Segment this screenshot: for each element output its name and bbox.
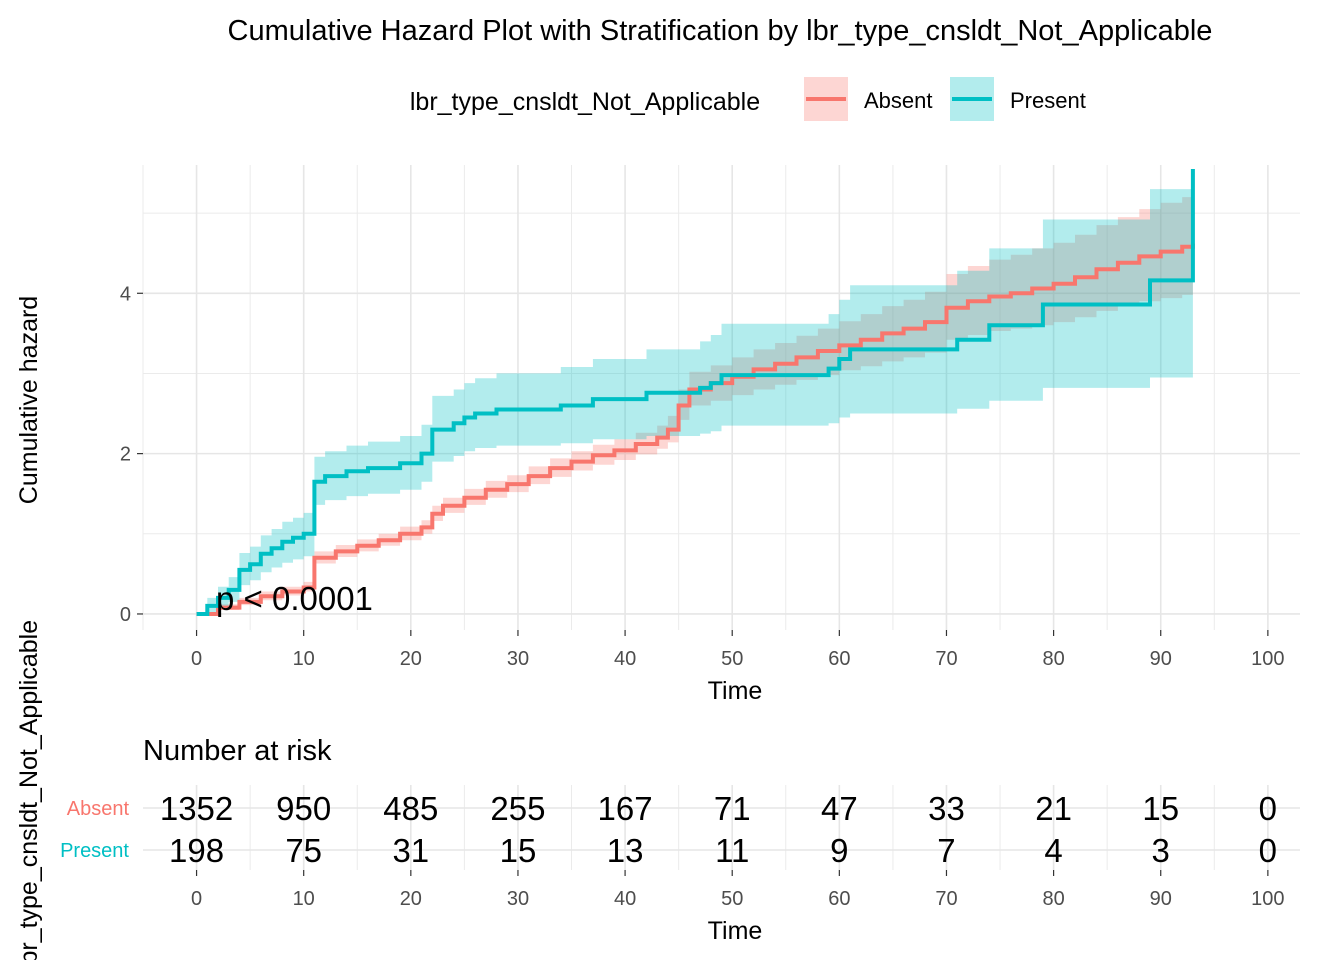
x-tick-label: 50 xyxy=(721,648,743,670)
risk-cell: 33 xyxy=(928,790,965,827)
risk-x-tick-label: 100 xyxy=(1251,888,1284,910)
risk-table-title: Number at risk xyxy=(143,735,332,767)
x-axis-label: Time xyxy=(708,677,763,705)
x-tick-label: 30 xyxy=(507,648,529,670)
risk-x-tick-label: 60 xyxy=(828,888,850,910)
risk-cell: 7 xyxy=(937,832,955,869)
risk-x-tick-label: 0 xyxy=(191,888,202,910)
risk-table-y-label: lbr_type_cnsldt_Not_Applicable xyxy=(15,620,43,960)
risk-x-tick-label: 80 xyxy=(1042,888,1064,910)
risk-cell: 255 xyxy=(490,790,545,827)
x-tick-label: 80 xyxy=(1042,648,1064,670)
hazard-line-absent xyxy=(196,243,1195,616)
risk-cell: 71 xyxy=(714,790,751,827)
risk-cell: 15 xyxy=(1142,790,1179,827)
x-tick-label: 40 xyxy=(614,648,636,670)
x-tick-label: 70 xyxy=(935,648,957,670)
risk-cell: 13 xyxy=(607,832,644,869)
risk-x-tick-label: 10 xyxy=(293,888,315,910)
risk-x-tick-label: 40 xyxy=(614,888,636,910)
risk-cell: 9 xyxy=(830,832,848,869)
main-axes: 0 10 20 30 40 50 60 70 80 90 100 0 2 4 xyxy=(120,283,1285,670)
risk-table-cells: Absent 1352 950 485 255 167 71 47 33 21 15 0Present… xyxy=(60,790,1277,869)
confidence-band-absent xyxy=(196,192,1193,615)
risk-cell: 167 xyxy=(598,790,653,827)
legend-title: lbr_type_cnsldt_Not_Applicable xyxy=(410,88,760,116)
risk-table-grid xyxy=(143,785,1300,870)
risk-table-axes: 0 10 20 30 40 50 60 70 80 90 100 xyxy=(191,870,1285,910)
risk-x-tick-label: 50 xyxy=(721,888,743,910)
hazard-lines xyxy=(196,169,1195,616)
y-tick-label: 4 xyxy=(120,283,131,305)
y-tick-label: 2 xyxy=(120,444,131,466)
x-tick-label: 0 xyxy=(191,648,202,670)
risk-cell: 21 xyxy=(1035,790,1072,827)
risk-cell: 31 xyxy=(392,832,429,869)
risk-x-tick-label: 20 xyxy=(400,888,422,910)
hazard-line-present xyxy=(196,169,1195,616)
main-grid xyxy=(142,165,1300,630)
chart-title: Cumulative Hazard Plot with Stratificati… xyxy=(228,15,1213,47)
legend-entry-absent: Absent xyxy=(804,77,933,121)
risk-cell: 0 xyxy=(1259,790,1277,827)
x-tick-label: 10 xyxy=(293,648,315,670)
risk-cell: 75 xyxy=(285,832,322,869)
risk-x-tick-label: 30 xyxy=(507,888,529,910)
risk-row-label-present: Present xyxy=(60,840,129,862)
risk-cell: 950 xyxy=(276,790,331,827)
risk-cell: 0 xyxy=(1259,832,1277,869)
risk-cell: 11 xyxy=(715,832,749,869)
x-tick-label: 60 xyxy=(828,648,850,670)
risk-cell: 3 xyxy=(1152,832,1170,869)
risk-cell: 198 xyxy=(169,832,224,869)
risk-x-tick-label: 70 xyxy=(935,888,957,910)
risk-cell: 47 xyxy=(821,790,858,827)
legend-entry-present: Present xyxy=(950,77,1086,121)
legend-label-absent: Absent xyxy=(864,88,933,113)
risk-row-label-absent: Absent xyxy=(67,798,130,820)
p-value-annotation: p < 0.0001 xyxy=(216,580,373,617)
risk-cell: 4 xyxy=(1044,832,1062,869)
y-tick-label: 0 xyxy=(120,604,131,626)
x-tick-label: 100 xyxy=(1251,648,1284,670)
risk-x-tick-label: 90 xyxy=(1150,888,1172,910)
risk-cell: 485 xyxy=(383,790,438,827)
legend-label-present: Present xyxy=(1010,88,1086,113)
y-axis-label: Cumulative hazard xyxy=(15,296,43,504)
legend: lbr_type_cnsldt_Not_Applicable Absent Pr… xyxy=(410,77,1086,121)
risk-cell: 15 xyxy=(500,832,537,869)
x-tick-label: 90 xyxy=(1150,648,1172,670)
risk-cell: 1352 xyxy=(160,790,233,827)
risk-table-x-label: Time xyxy=(708,917,763,945)
x-tick-label: 20 xyxy=(400,648,422,670)
